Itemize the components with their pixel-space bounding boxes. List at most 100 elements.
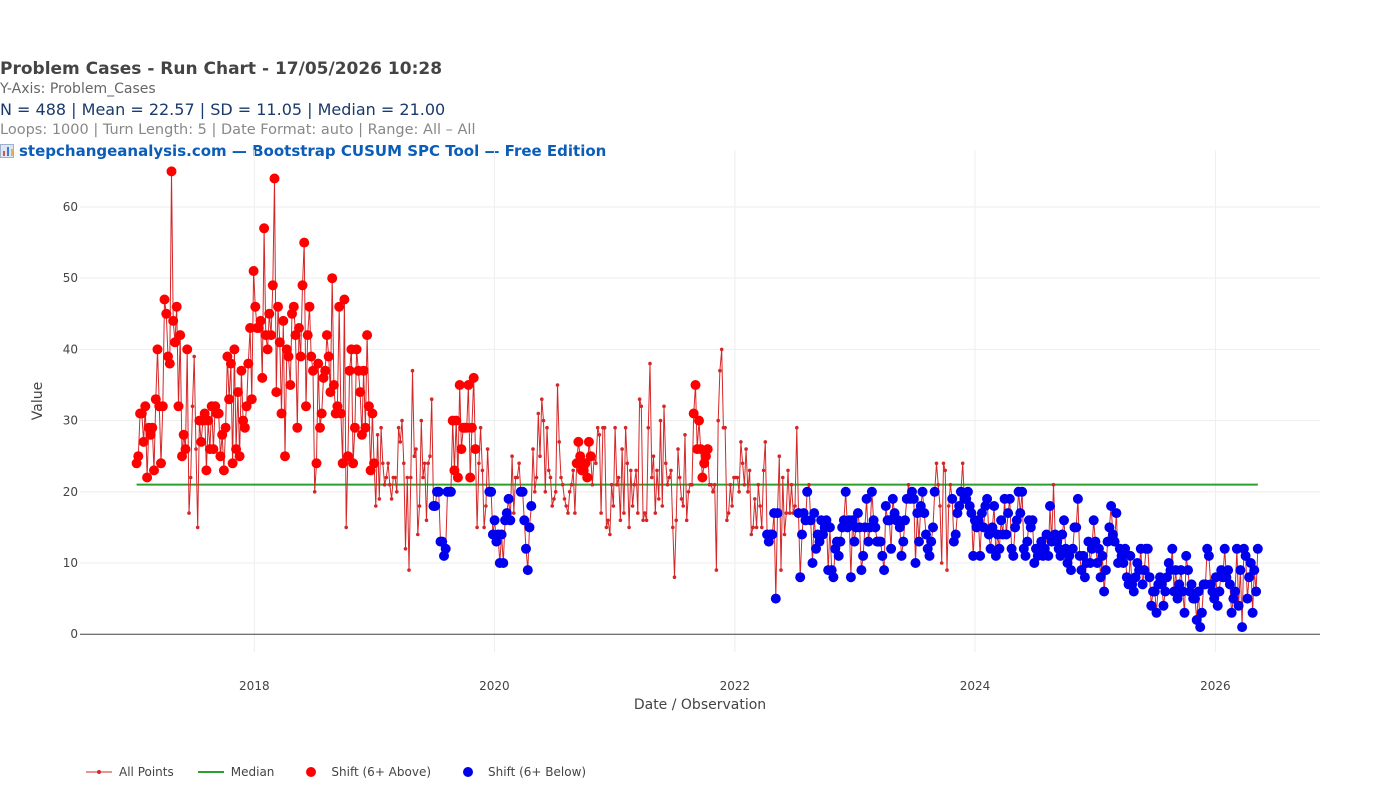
shift-below-point (1142, 543, 1153, 554)
shift-below-point (852, 508, 863, 519)
shift-above-point (466, 422, 477, 433)
data-point (723, 425, 727, 430)
data-point (424, 518, 429, 523)
shift-below-point (1167, 543, 1178, 554)
shift-above-point (203, 415, 214, 426)
data-point (627, 525, 631, 530)
data-point (375, 433, 380, 437)
shift-below-point (1022, 536, 1033, 547)
site-link[interactable]: stepchangeanalysis.com — Bootstrap CUSUM… (0, 140, 1380, 162)
shift-below-point (1072, 493, 1083, 504)
data-point (789, 482, 794, 487)
shift-above-point (285, 380, 296, 390)
shift-below-point (996, 515, 1007, 526)
data-point (672, 575, 677, 579)
shift-below-point (880, 501, 891, 511)
data-point (606, 518, 610, 523)
data-point (751, 525, 755, 530)
shift-above-point (349, 422, 360, 433)
shift-below-point (1109, 536, 1120, 547)
data-point (613, 425, 617, 430)
shift-below-point (866, 486, 877, 497)
shift-above-point (250, 301, 261, 312)
data-point (784, 511, 789, 515)
shift-below-point (894, 522, 905, 533)
data-point (559, 475, 563, 480)
x-tick-label: 2022 (720, 679, 751, 693)
y-tick-label: 10 (63, 556, 78, 570)
data-point (412, 454, 417, 459)
shift-above-point (315, 422, 325, 433)
shift-above-point (583, 436, 594, 447)
y-tick-label: 40 (63, 342, 78, 356)
shift-above-point (456, 444, 467, 455)
data-point (616, 475, 621, 480)
shift-below-point (987, 522, 998, 533)
shift-below-point (924, 550, 935, 561)
shift-above-point (688, 408, 699, 419)
shift-below-point (962, 486, 973, 497)
shift-below-point (887, 493, 898, 504)
shift-below-point (928, 522, 938, 533)
data-point (480, 468, 485, 473)
shift-above-point (313, 358, 324, 369)
shift-below-point (807, 558, 818, 568)
data-point (761, 468, 766, 473)
data-point (686, 490, 691, 494)
shift-below-point (503, 493, 514, 504)
legend-label: All Points (119, 765, 174, 779)
data-point (533, 490, 537, 494)
shift-below-point (505, 515, 516, 526)
data-point (398, 440, 403, 444)
shift-below-point (1102, 536, 1113, 547)
shift-above-point (306, 351, 317, 362)
shift-above-point (320, 365, 331, 376)
data-point (906, 482, 911, 487)
data-point (426, 461, 431, 466)
data-point (742, 482, 747, 487)
data-point (384, 475, 389, 480)
shift-below-point (908, 493, 919, 504)
shift-below-point (978, 522, 989, 533)
bar-chart-icon (0, 144, 14, 158)
data-point (948, 482, 953, 487)
data-point (632, 482, 637, 487)
y-tick-label: 0 (70, 627, 78, 641)
legend-item-shift-below[interactable]: Shift (6+ Below) (453, 764, 586, 780)
shift-above-point (208, 444, 219, 455)
shift-above-point (299, 237, 310, 248)
data-point (725, 518, 729, 523)
data-point (428, 454, 432, 459)
analysis-settings: Loops: 1000 | Turn Length: 5 | Date Form… (0, 122, 476, 138)
data-point (599, 511, 603, 515)
legend-item-shift-above[interactable]: Shift (6+ Above) (296, 764, 431, 780)
data-point (552, 497, 556, 501)
shift-above-point (451, 415, 462, 426)
data-point (538, 454, 542, 459)
data-point (683, 433, 687, 437)
legend-item-all-points[interactable]: All Points (84, 764, 174, 780)
shift-above-point (288, 301, 299, 312)
shift-below-point (1176, 565, 1186, 576)
data-point (618, 518, 623, 523)
shift-above-point (152, 344, 163, 355)
shift-below-point (1210, 572, 1221, 583)
data-point (777, 454, 782, 459)
shift-below-point (1003, 508, 1014, 519)
shift-below-point (1230, 586, 1241, 597)
data-point (671, 525, 675, 530)
shift-below-point (770, 593, 781, 604)
data-point (756, 482, 761, 487)
shift-below-point (1099, 586, 1110, 597)
shift-below-point (1055, 550, 1066, 561)
shift-below-point (896, 550, 907, 561)
legend-item-median[interactable]: Median (196, 764, 274, 780)
site-link-text[interactable]: stepchangeanalysis.com — Bootstrap CUSUM… (19, 142, 607, 160)
data-point (667, 475, 672, 480)
shift-below-point (919, 508, 930, 519)
shift-above-point (267, 280, 278, 291)
shift-below-point (898, 536, 909, 547)
shift-below-point (809, 508, 820, 519)
shift-below-point (1177, 586, 1188, 597)
shift-below-point (1118, 558, 1129, 568)
